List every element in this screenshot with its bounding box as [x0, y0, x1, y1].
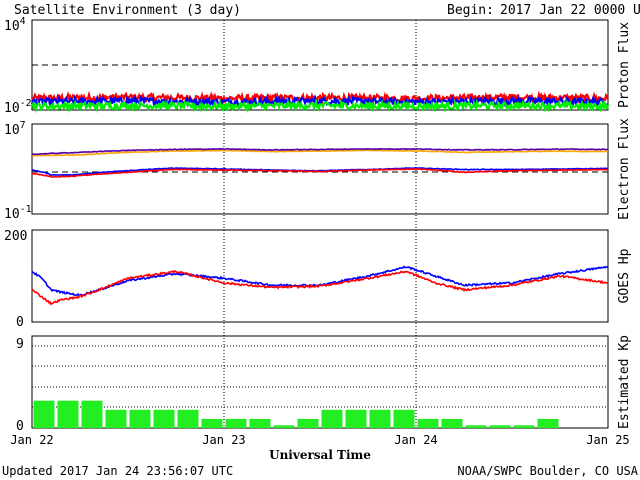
kp-bar — [441, 418, 463, 428]
kp-panel-frame — [31, 335, 609, 429]
kp-bar — [225, 418, 247, 428]
proton-ytick-top: 104 — [4, 16, 26, 34]
hp-ytick-bottom: 0 — [16, 315, 24, 330]
xtick-jan24: Jan 24 — [394, 433, 437, 447]
kp-ytick-bottom: 0 — [16, 419, 24, 434]
kp-grid — [32, 345, 608, 408]
electron-ytick-bottom: 10-1 — [4, 204, 32, 222]
begin-label: Begin: — [447, 3, 494, 18]
proton-series-line-1 — [30, 93, 609, 110]
hp-series-line-1 — [31, 269, 609, 306]
kp-bar — [81, 400, 103, 428]
proton-series-line-2 — [30, 97, 610, 114]
electron-ytick-top: 107 — [4, 120, 26, 138]
electron-series-line-2 — [31, 149, 608, 157]
kp-bar — [513, 425, 535, 428]
kp-bar — [489, 425, 511, 428]
electron-series-line-1 — [31, 167, 609, 179]
x-axis-label: Universal Time — [269, 448, 371, 462]
kp-bar — [273, 425, 295, 428]
hp-series-line-0 — [31, 265, 609, 297]
kp-bar — [201, 418, 223, 428]
chart-title: Satellite Environment (3 day) — [14, 3, 241, 18]
electron-series-group — [31, 147, 609, 179]
kp-bar — [345, 409, 367, 428]
kp-bar — [393, 409, 415, 428]
kp-ytick-top: 9 — [16, 337, 24, 352]
hp-ylabel: GOES Hp — [617, 248, 632, 303]
electron-series-line-3 — [31, 147, 609, 156]
credit-text: NOAA/SWPC Boulder, CO USA — [457, 464, 638, 478]
kp-bar — [321, 409, 343, 428]
kp-bar — [369, 409, 391, 428]
begin-value: 2017 Jan 22 0000 UTC — [500, 3, 640, 18]
proton-ylabel: Proton Flux — [617, 22, 632, 108]
kp-bar — [153, 409, 175, 428]
updated-timestamp: Updated 2017 Jan 24 23:56:07 UTC — [2, 464, 233, 478]
kp-bar — [297, 418, 319, 428]
day-separators — [223, 20, 417, 428]
hp-panel-frame — [31, 229, 609, 323]
kp-bar — [249, 418, 271, 428]
proton-series-group — [30, 90, 610, 114]
kp-bars-group — [33, 400, 559, 428]
electron-ylabel: Electron Flux — [617, 118, 632, 220]
kp-bar — [537, 418, 559, 428]
kp-ylabel: Estimated Kp — [617, 335, 632, 429]
xtick-jan23: Jan 23 — [202, 433, 245, 447]
kp-bar — [57, 400, 79, 428]
hp-series-group — [31, 265, 609, 306]
kp-bar — [177, 409, 199, 428]
proton-ytick-bottom: 10-2 — [4, 98, 32, 116]
kp-bar — [417, 418, 439, 428]
kp-bar — [33, 400, 55, 428]
kp-bar — [129, 409, 151, 428]
xtick-jan25: Jan 25 — [586, 433, 629, 447]
hp-ytick-top: 200 — [4, 229, 27, 244]
xtick-jan22: Jan 22 — [10, 433, 53, 447]
kp-bar — [105, 409, 127, 428]
kp-bar — [465, 425, 487, 428]
